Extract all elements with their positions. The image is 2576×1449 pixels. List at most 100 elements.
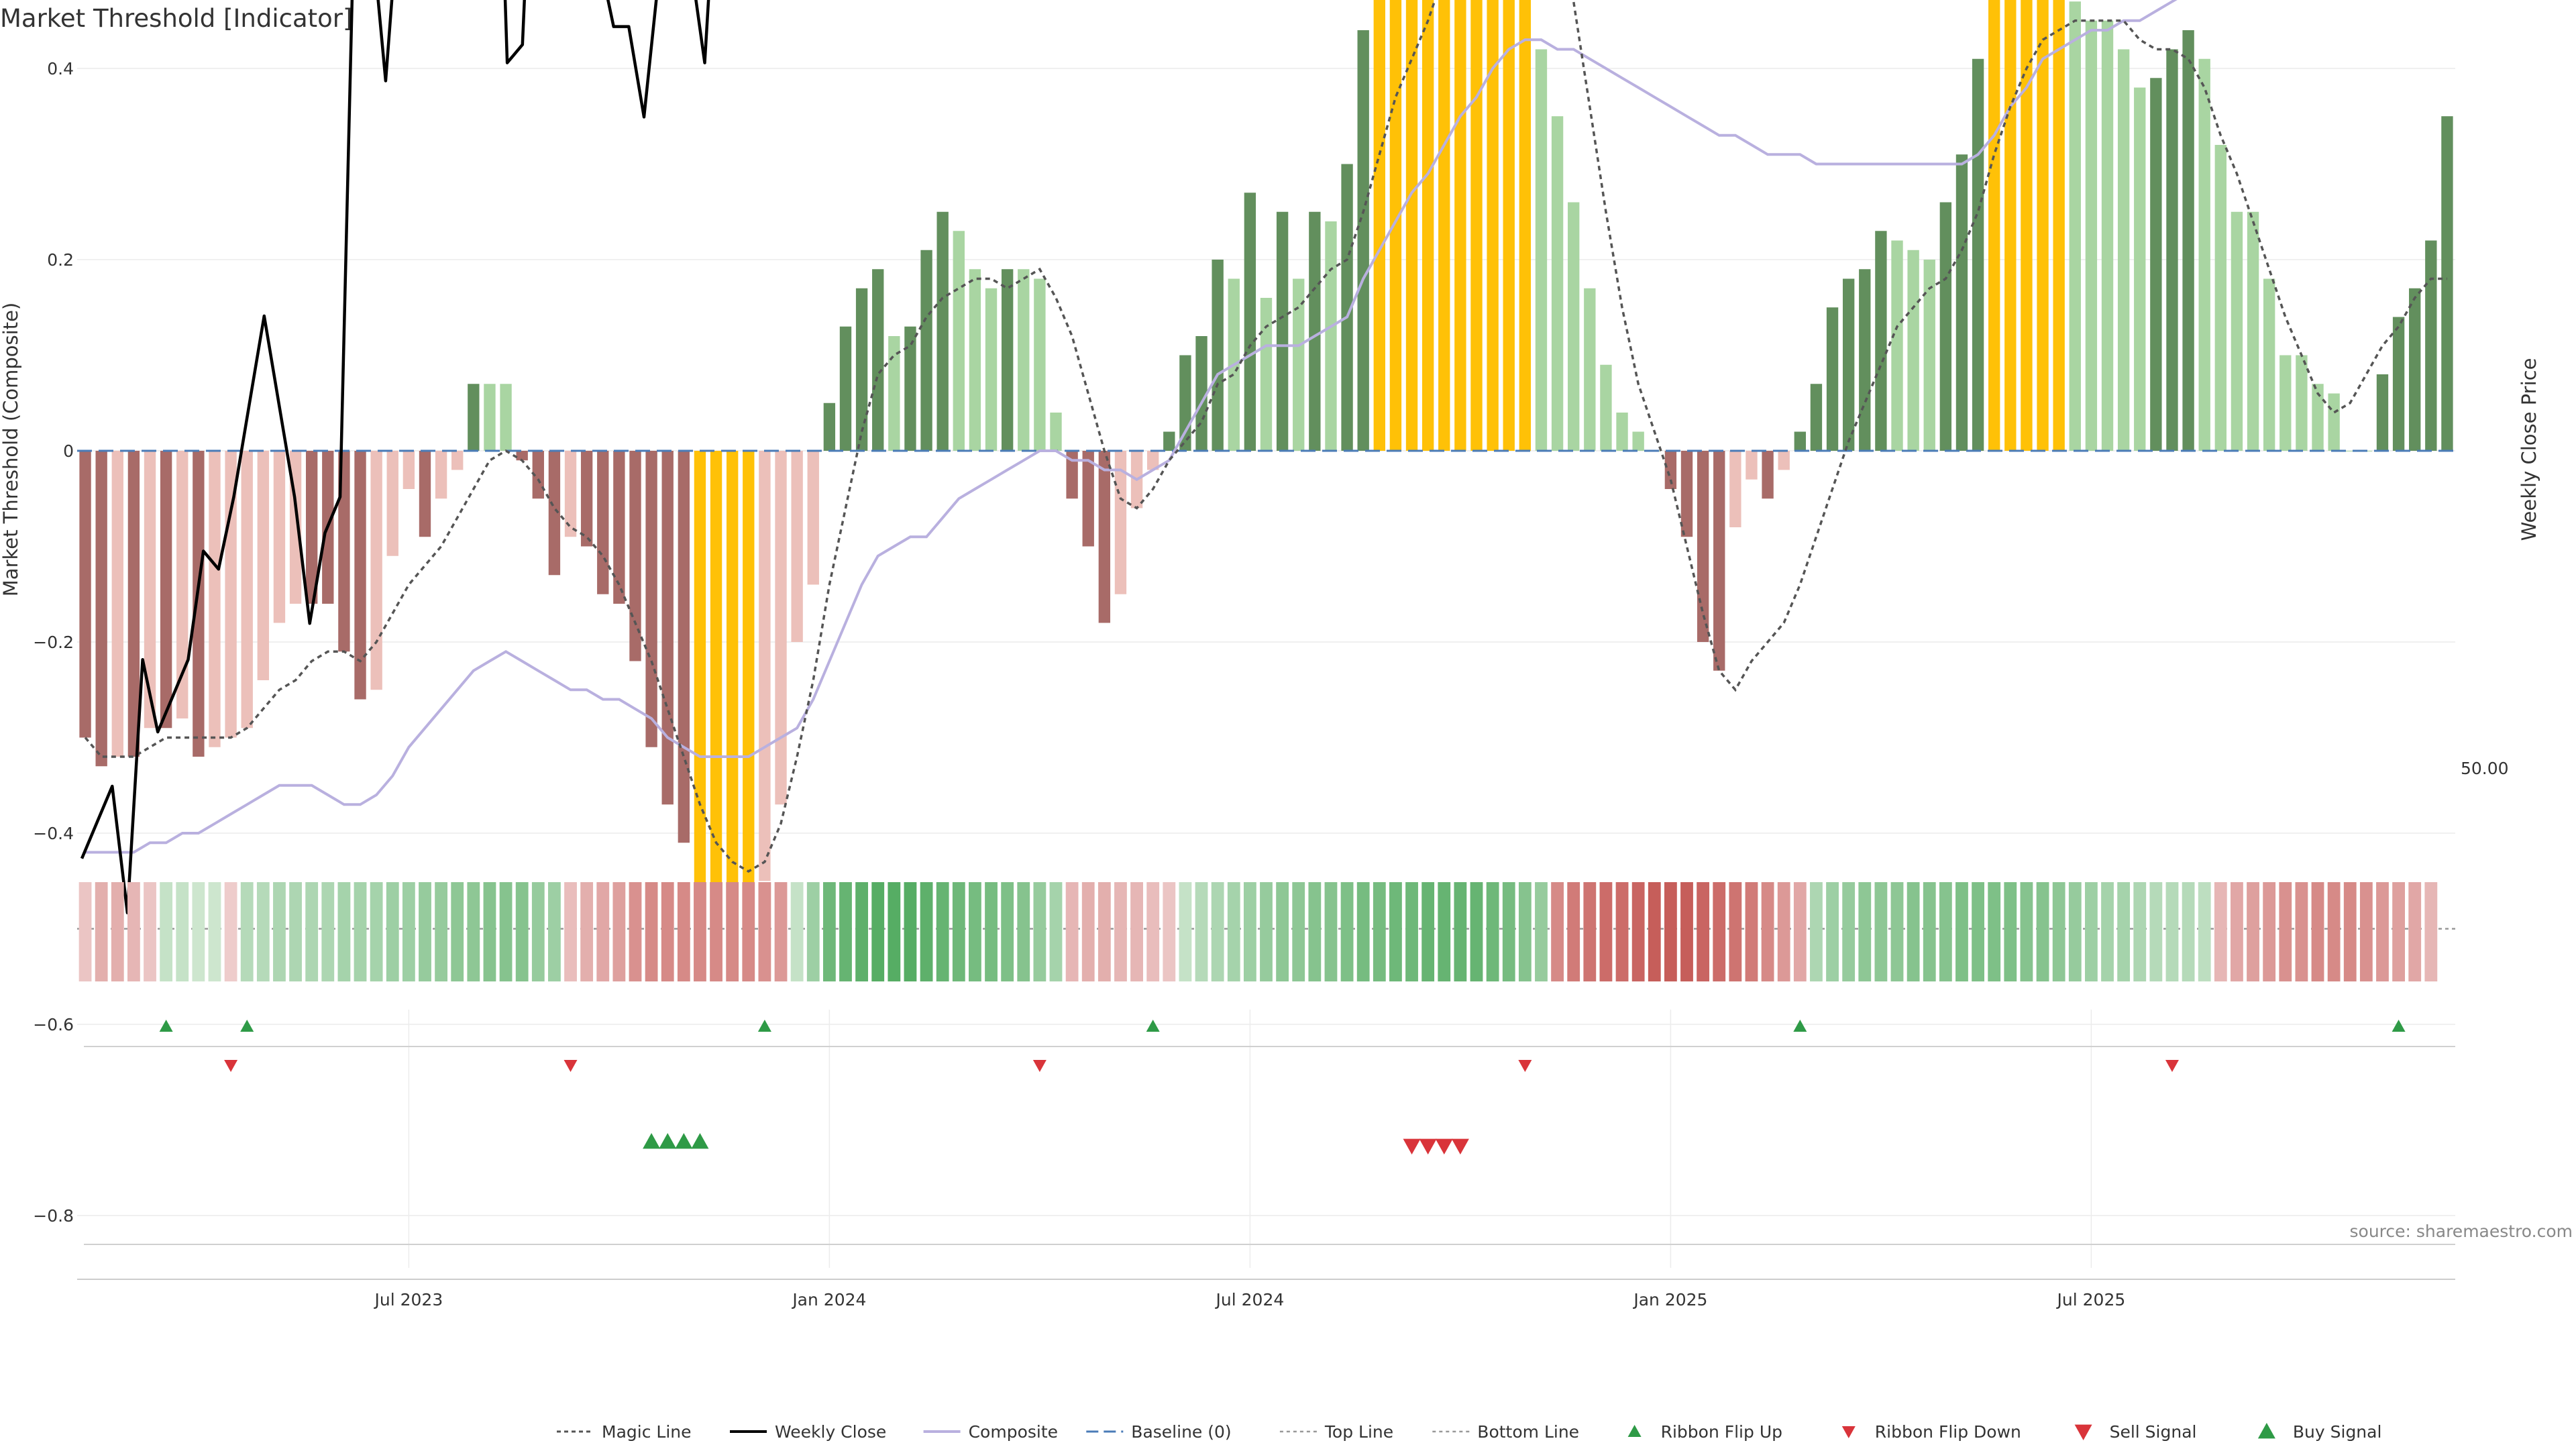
composite-bar [2117,49,2130,451]
composite-bar [1923,260,1935,451]
composite-bar [419,451,431,537]
ribbon-segment [1551,882,1564,981]
composite-bar [888,336,900,451]
composite-bar [1066,451,1078,499]
composite-bar [516,451,528,461]
composite-bar [953,231,965,451]
ribbon-segment [2231,882,2243,981]
composite-bar [2085,20,2098,451]
legend-item-flipdown: Ribbon Flip Down [1841,1422,2021,1442]
composite-bar [1762,451,1774,499]
composite-bar [1454,0,1466,451]
composite-bar [645,451,657,747]
ribbon-segment [1567,882,1580,981]
ribbon-segment [176,882,189,981]
buy-signal-marker [691,1133,709,1149]
ribbon-segment [2084,882,2098,981]
ribbon-segment [451,882,464,981]
composite-bar [1664,451,1677,489]
ribbon-segment [774,882,788,981]
ribbon-segment [1697,882,1710,981]
ribbon-segment [499,882,513,981]
ribbon-segment [888,882,901,981]
ribbon-flip-down-marker [1032,1060,1046,1072]
composite-bar [2312,384,2324,451]
source-note: source: sharemaestro.com [2350,1222,2573,1241]
composite-bar [743,451,755,929]
ribbon-flip-down-marker [2165,1060,2179,1072]
composite-bar [1082,451,1094,547]
composite-bar [2279,355,2292,451]
composite-bar [1098,451,1111,623]
buy-signal-marker [675,1133,693,1149]
y-tick-label-left: 0.2 [47,250,74,270]
ribbon-segment [160,882,173,981]
ribbon-segment [321,882,335,981]
ribbon-segment [1421,882,1435,981]
ribbon-segment [629,882,642,981]
signals-panel [84,1133,2455,1245]
legend-label: Magic Line [602,1422,692,1442]
composite-bar [1842,278,1855,451]
x-tick-label: Jul 2025 [2056,1290,2126,1309]
ribbon-segment [1033,882,1046,981]
ribbon-segment [1292,882,1305,981]
ribbon-segment [2359,882,2373,981]
ribbon-segment [1486,882,1499,981]
ribbon-segment [435,882,448,981]
y-tick-label-left: −0.4 [33,824,74,843]
ribbon-segment [1502,882,1515,981]
ribbon-segment [1179,882,1192,981]
composite-bar [727,451,739,938]
composite-bar [710,451,722,948]
sell-signal-marker [1419,1138,1437,1155]
ribbon-segment [515,882,529,981]
buy-signal-marker [659,1133,677,1149]
ribbon-segment [2376,882,2389,981]
x-tick-label: Jul 2023 [374,1290,443,1309]
ribbon-segment [2198,882,2211,981]
ribbon-segment [1211,882,1224,981]
ribbon-segment [596,882,610,981]
ribbon-segment [370,882,383,981]
ribbon-segment [1130,882,1143,981]
composite-bar [500,384,512,451]
composite-bar [564,451,577,537]
composite-bar [775,451,787,805]
ribbon-segment [855,882,869,981]
composite-bar [1293,278,1305,451]
ribbon-segment [1972,882,1984,981]
ribbon-segment [1163,882,1176,981]
composite-bar [1244,193,1256,451]
ribbon-segment [1761,882,1774,981]
composite-bar [1859,269,1871,451]
composite-bar [1746,451,1758,480]
ribbon-flip-down-marker [564,1060,578,1072]
ribbon-segment [2263,882,2276,981]
ribbon-segment [1955,882,1968,981]
ribbon-segment [1923,882,1936,981]
composite-bar [1680,451,1693,537]
ribbon-flip-down-marker [1518,1060,1532,1072]
composite-bar [2134,87,2146,451]
composite-bar [807,451,819,585]
ribbon-segment [1001,882,1014,981]
composite-bar [2004,0,2017,451]
legend-item-sell: Sell Signal [2074,1422,2196,1442]
composite-bar [597,451,609,594]
ribbon-segment [742,882,755,981]
composite-line [85,0,2178,854]
composite-bar [2425,240,2437,451]
ribbon-segment [1340,882,1354,981]
ribbon-segment [1664,882,1677,981]
ribbon-segment [904,882,917,981]
y-axis-left-label: Market Threshold (Composite) [0,303,22,596]
y-tick-label-left: 0 [63,441,74,461]
ribbon-segment [1615,882,1629,981]
ribbon-segment [952,882,965,981]
composite-bar [1276,211,1289,451]
x-tick-label: Jul 2024 [1215,1290,1285,1309]
composite-bar [79,451,91,738]
ribbon-segment [483,882,496,981]
composite-bar [1389,0,1402,451]
